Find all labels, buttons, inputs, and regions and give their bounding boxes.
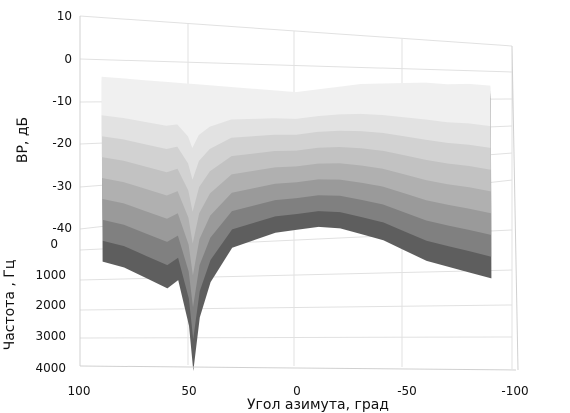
x-tick-label: -50: [397, 384, 417, 398]
axis-lines: [79, 16, 519, 371]
x-axis-title: Угол азимута, град: [247, 397, 389, 413]
x-tick-label: 100: [68, 384, 91, 398]
grid-line: [79, 304, 513, 311]
y-tick-label: 3000: [35, 329, 66, 343]
z-axis-title: ВР, дБ: [15, 117, 31, 163]
axis-line: [511, 45, 519, 371]
y-tick-label: 4000: [35, 361, 66, 375]
axis-line: [79, 365, 517, 371]
z-tick-label: -10: [52, 94, 72, 108]
z-tick-label: 0: [64, 52, 72, 66]
grid-line: [79, 58, 513, 73]
grid-line: [79, 15, 513, 47]
y-axis-title: Частота , Гц: [2, 260, 18, 351]
x-tick-labels: 100 50 0 -50 -100: [68, 384, 529, 398]
surface-band: [101, 76, 491, 148]
y-tick-label: 2000: [35, 298, 66, 312]
z-tick-label: -40: [52, 221, 72, 235]
x-tick-label: -100: [501, 384, 528, 398]
z-tick-label: -30: [52, 179, 72, 193]
response-surface: [101, 76, 492, 371]
y-tick-label: 0: [50, 237, 58, 251]
z-tick-labels: 10 0 -10 -20 -30 -40: [52, 9, 72, 235]
z-tick-label: -20: [52, 136, 72, 150]
y-tick-labels: 0 1000 2000 3000 4000: [35, 237, 66, 375]
y-tick-label: 1000: [35, 268, 66, 282]
x-tick-label: 0: [293, 384, 301, 398]
x-tick-label: 50: [181, 384, 196, 398]
z-tick-label: 10: [57, 9, 72, 23]
grid-line: [79, 336, 513, 339]
